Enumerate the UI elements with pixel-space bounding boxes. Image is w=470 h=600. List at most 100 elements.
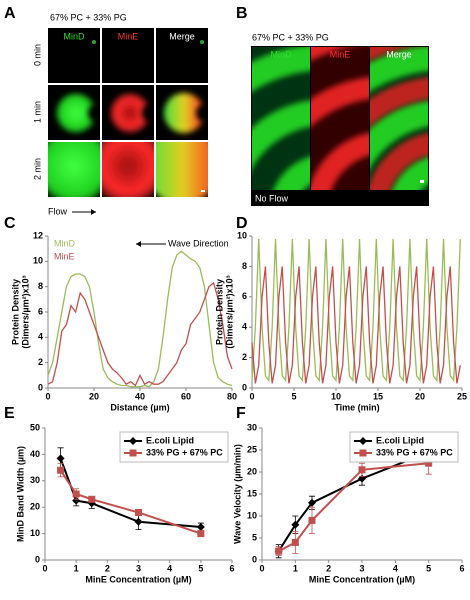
marker [308,498,316,507]
y-tick-label: 25 [247,444,257,454]
y-tick-label: 30 [247,422,257,432]
x-tick-label: 5 [426,563,431,573]
micrograph-bg [102,28,154,83]
channel-header: Merge [169,31,195,41]
y-tick-label: 10 [30,528,40,538]
micrograph [311,47,369,190]
marker [88,495,96,503]
spot [92,40,96,44]
y-tick-label: 20 [30,502,40,512]
condition: 67% PC + 33% PG [50,12,127,22]
y-tick-label: 50 [30,422,40,432]
x-tick-label: 6 [229,563,234,573]
y-axis-label: Protein Density [10,279,20,345]
chart: F 0 5 10 15 20 25 30 0 1 2 3 4 5 6 MinE Concentration (… [232,405,464,584]
y-axis-label: Protein Density [214,279,224,345]
y-tick-label: 20 [247,466,257,476]
notch [196,104,208,122]
y-tick-label: 2 [38,357,43,367]
scale-bar [201,190,205,192]
legend-entry: E.coli Lipid [146,435,194,445]
x-tick-label: 0 [259,563,264,573]
y-tick-label: 2 [242,352,247,362]
y-tick-label: 0 [38,382,43,392]
micrograph [48,85,100,140]
wave [102,142,154,197]
x-axis-label: MinE Concentration (µM) [85,574,191,584]
flow-label: Flow [48,206,68,216]
x-axis-label: MinE Concentration (µM) [309,574,415,584]
channel-header: Merge [386,49,412,59]
y-tick-label: 8 [38,281,43,291]
micrograph-bg [48,28,100,83]
y-tick-label: 10 [33,256,43,266]
x-tick-label: 20 [415,391,425,401]
micrograph [48,142,100,197]
legend-marker [359,437,367,445]
y-tick-label: 12 [33,230,43,240]
channel-header: MinD [270,49,292,59]
micrograph: MinE [102,28,154,83]
y-tick-label: 6 [242,291,247,301]
y-axis-label: Wave Velocity (µm/min) [232,444,242,544]
image-grid: 0 min MinD MinE Merge 1 min 2 min [32,28,208,197]
series-line [59,458,201,528]
x-tick-label: 6 [459,563,464,573]
annotation: Wave Direction [168,238,229,248]
marker [275,547,283,555]
chart: E 0 10 20 30 40 50 0 1 2 3 4 5 6 MinE Concentration (µ… [4,405,235,584]
x-tick-label: 4 [167,563,172,573]
marker [425,459,433,467]
time-label: 2 min [32,158,42,180]
legend-entry: MinE [54,251,75,261]
legend-marker [129,449,137,457]
x-axis-label: Distance (µm) [110,402,169,412]
marker [56,454,65,463]
x-tick-label: 2 [326,563,331,573]
x-tick-label: 25 [457,391,467,401]
y-axis-label: (Dimers/µm²)x10³ [20,275,30,348]
image-strip: MinD MinE Merge [252,47,428,190]
marker [57,466,65,474]
y-tick-label: 4 [38,332,43,342]
channel-header: MinD [63,31,85,41]
no-flow-label: No Flow [255,193,289,203]
x-tick-label: 3 [359,563,364,573]
y-tick-label: 15 [247,488,257,498]
series-line [278,462,429,553]
x-tick-label: 0 [249,391,254,401]
micrograph [102,142,154,197]
marker [196,523,205,531]
micrograph [156,142,208,197]
wave [156,142,208,197]
channel-header: MinE [330,49,351,59]
x-tick-label: 5 [291,391,296,401]
x-tick-label: 2 [105,563,110,573]
y-tick-label: 5 [252,532,257,542]
time-label: 0 min [32,44,42,66]
series-line [47,281,233,387]
x-tick-label: 15 [373,391,383,401]
panel-letter: A [4,5,16,22]
x-tick-label: 3 [136,563,141,573]
marker [358,466,366,474]
time-label: 1 min [32,101,42,123]
notch [88,104,100,122]
chart: C 0 2 4 6 8 10 12 0 20 40 60 80 Distance (µm) Protein … [4,215,237,412]
y-tick-label: 8 [242,261,247,271]
legend-entry: E.coli Lipid [376,435,424,445]
x-tick-label: 5 [198,563,203,573]
x-tick-label: 0 [45,391,50,401]
legend-entry: 33% PG + 67% PC [376,447,453,457]
x-tick-label: 1 [293,563,298,573]
legend-entry: 33% PG + 67% PC [146,447,223,457]
y-tick-label: 0 [252,554,257,564]
condition: 67% PC + 33% PG [252,32,329,42]
y-tick-label: 0 [242,382,247,392]
flow-arrowhead [91,209,96,215]
marker [197,530,205,538]
x-tick-label: 40 [135,391,145,401]
panel-letter: C [4,215,16,232]
scale-bar [420,180,424,183]
x-axis-label: Time (min) [334,402,379,412]
